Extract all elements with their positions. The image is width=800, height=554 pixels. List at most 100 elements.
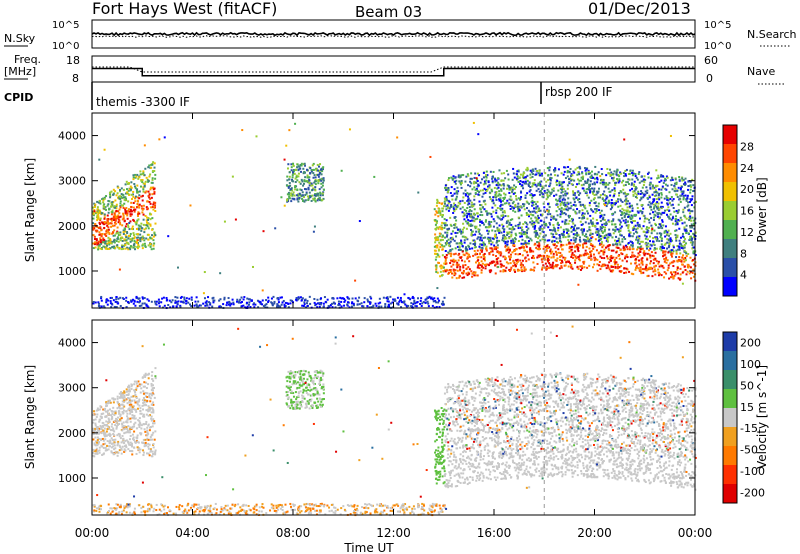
echo-cell xyxy=(125,180,128,183)
echo-cell xyxy=(317,192,320,195)
echo-cell xyxy=(511,226,514,229)
echo-cell xyxy=(687,201,690,204)
echo-cell xyxy=(309,171,312,174)
echo-cell xyxy=(470,233,473,236)
echo-cell xyxy=(518,176,521,179)
echo-cell xyxy=(608,220,611,223)
echo-cell xyxy=(286,179,289,182)
echo-cell xyxy=(537,221,540,224)
echo-cell xyxy=(631,227,634,230)
echo-cell xyxy=(99,237,102,240)
echo-cell xyxy=(527,242,530,245)
echo-cell xyxy=(542,231,545,234)
echo-cell xyxy=(206,304,209,307)
echo-cell xyxy=(519,197,522,200)
echo-cell xyxy=(657,205,660,208)
echo-cell xyxy=(557,248,560,251)
echo-cell xyxy=(497,216,500,219)
echo-cell xyxy=(319,192,322,195)
echo-cell xyxy=(658,208,661,211)
echo-cell xyxy=(134,391,137,394)
echo-cell xyxy=(613,194,616,197)
echo-cell xyxy=(689,188,692,191)
echo-cell xyxy=(112,200,115,203)
echo-cell xyxy=(613,192,616,195)
echo-cell xyxy=(534,224,537,227)
echo-cell xyxy=(601,183,604,186)
echo-cell xyxy=(482,257,485,260)
echo-cell xyxy=(453,253,456,256)
echo-cell xyxy=(542,202,545,205)
echo-cell xyxy=(136,300,139,303)
echo-cell xyxy=(534,242,537,245)
echo-cell xyxy=(136,213,139,216)
echo-cell xyxy=(152,208,155,211)
echo-cell xyxy=(147,190,150,193)
echo-cell xyxy=(547,267,550,270)
power-colorbar-swatch xyxy=(723,277,737,297)
echo-cell xyxy=(509,258,512,261)
echo-cell xyxy=(492,170,495,173)
echo-cell xyxy=(574,250,577,253)
echo-cell xyxy=(600,209,603,212)
echo-cell xyxy=(142,170,145,173)
echo-cell xyxy=(601,231,604,234)
echo-cell xyxy=(457,259,460,262)
echo-cell xyxy=(544,262,547,265)
echo-cell xyxy=(584,240,587,243)
echo-cell xyxy=(102,305,105,308)
echo-cell xyxy=(545,246,548,249)
echo-cell xyxy=(556,214,559,217)
echo-cell xyxy=(318,302,321,305)
echo-cell xyxy=(488,223,491,226)
echo-cell xyxy=(490,260,493,263)
echo-cell xyxy=(419,302,422,305)
echo-cell xyxy=(125,212,128,215)
echo-cell xyxy=(447,238,450,241)
echo-cell xyxy=(569,262,572,265)
echo-cell xyxy=(450,186,453,189)
echo-cell xyxy=(303,303,306,306)
echo-cell xyxy=(655,239,658,242)
echo-cell xyxy=(115,427,118,430)
echo-cell xyxy=(292,168,295,171)
echo-cell xyxy=(647,245,650,248)
echo-cell xyxy=(556,221,559,224)
echo-cell xyxy=(651,184,654,187)
echo-cell xyxy=(619,229,622,232)
echo-cell xyxy=(496,215,499,218)
echo-cell xyxy=(547,179,550,182)
echo-cell xyxy=(147,299,150,302)
echo-cell xyxy=(453,271,456,274)
echo-cell xyxy=(574,255,577,258)
echo-cell xyxy=(617,266,620,269)
echo-cell xyxy=(137,218,140,221)
echo-cell xyxy=(642,271,645,274)
echo-cell xyxy=(505,237,508,240)
echo-cell xyxy=(290,192,293,195)
echo-cell xyxy=(461,211,464,214)
echo-cell xyxy=(141,227,144,230)
echo-cell xyxy=(622,209,625,212)
echo-cell xyxy=(510,198,513,201)
echo-cell xyxy=(643,234,646,237)
echo-cell xyxy=(549,223,552,226)
echo-cell xyxy=(322,181,325,184)
echo-cell xyxy=(640,204,643,207)
echo-cell xyxy=(643,268,646,271)
echo-cell xyxy=(459,202,462,205)
echo-cell xyxy=(337,300,340,303)
echo-cell xyxy=(118,412,121,415)
echo-cell xyxy=(521,181,524,184)
echo-cell xyxy=(685,252,688,255)
echo-cell xyxy=(589,191,592,194)
echo-cell xyxy=(150,166,153,169)
echo-cell xyxy=(544,184,547,187)
echo-cell xyxy=(293,172,296,175)
echo-cell xyxy=(321,170,324,173)
echo-cell xyxy=(114,441,117,444)
echo-cell xyxy=(613,202,616,205)
echo-cell xyxy=(111,211,114,214)
echo-cell xyxy=(521,245,524,248)
echo-cell xyxy=(551,240,554,243)
